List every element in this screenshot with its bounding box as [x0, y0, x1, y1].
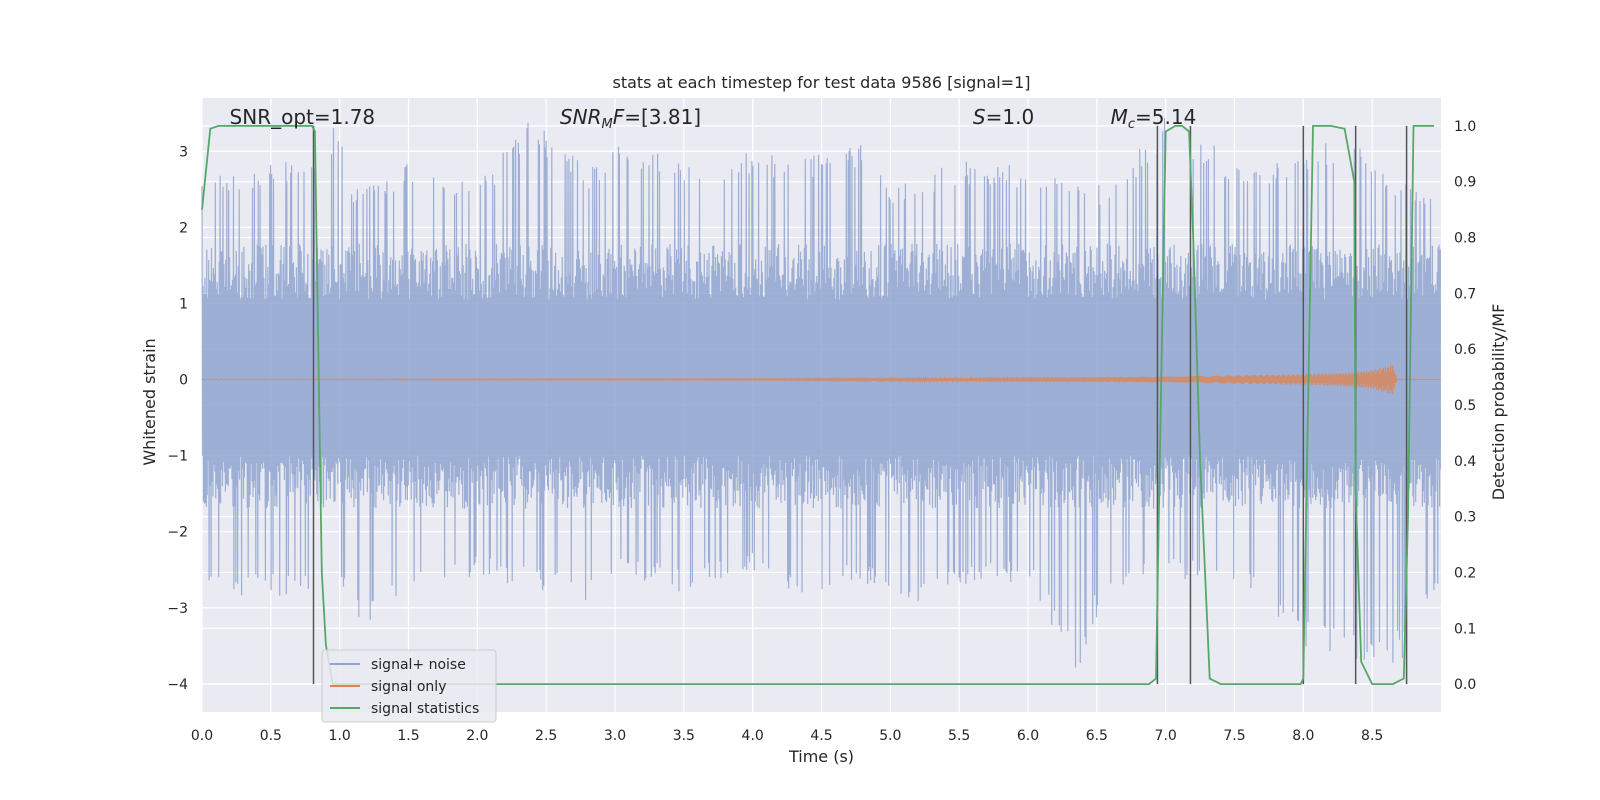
chart-title: stats at each timestep for test data 958… [612, 73, 1030, 92]
legend-box [321, 649, 497, 723]
x-tick-label: 1.5 [397, 728, 419, 744]
y-tick-label: −1 [167, 449, 188, 465]
y2-tick-label: 0.0 [1454, 677, 1476, 693]
legend-label: signal only [371, 679, 446, 695]
x-tick-label: 0.0 [191, 728, 213, 744]
x-tick-label: 6.5 [1086, 728, 1108, 744]
x-tick-label: 5.5 [948, 728, 970, 744]
x-tick-label: 5.0 [879, 728, 901, 744]
x-tick-label: 6.0 [1017, 728, 1039, 744]
y-tick-label: 3 [179, 144, 188, 160]
x-tick-label: 4.5 [810, 728, 832, 744]
y2-tick-label: 1.0 [1454, 119, 1476, 135]
y-tick-label: 1 [179, 296, 188, 312]
y2-tick-label: 0.7 [1454, 286, 1476, 302]
x-axis-label: Time (s) [788, 747, 854, 766]
y-tick-label: 0 [179, 373, 188, 389]
y2-tick-label: 0.1 [1454, 621, 1476, 637]
y2-tick-label: 0.6 [1454, 342, 1476, 358]
x-tick-label: 1.0 [329, 728, 351, 744]
x-tick-label: 7.5 [1223, 728, 1245, 744]
x-tick-label: 7.0 [1155, 728, 1177, 744]
annotation-text: SNRMF=[3.81] [560, 105, 701, 132]
x-tick-label: 2.5 [535, 728, 557, 744]
y-axis-label: Whitened strain [140, 338, 159, 465]
annotation-text: S=1.0 [973, 105, 1034, 129]
y2-tick-label: 0.3 [1454, 510, 1476, 526]
x-tick-label: 2.0 [466, 728, 488, 744]
series-signal-noise-line [201, 118, 1441, 668]
x-tick-label: 4.0 [742, 728, 764, 744]
x-tick-label: 0.5 [260, 728, 282, 744]
x-tick-label: 3.5 [673, 728, 695, 744]
y2-tick-label: 0.5 [1454, 398, 1476, 414]
y-tick-label: −3 [167, 601, 188, 617]
y-tick-label: −2 [167, 525, 188, 541]
y2-tick-label: 0.4 [1454, 454, 1476, 470]
series-signal-statistics-line [201, 125, 1435, 685]
y2-tick-label: 0.8 [1454, 231, 1476, 247]
annotation-text: Mc=5.14 [1111, 105, 1197, 132]
legend-label: signal statistics [371, 701, 479, 717]
x-tick-label: 8.5 [1361, 728, 1383, 744]
y2-tick-label: 0.2 [1454, 565, 1476, 581]
x-tick-label: 3.0 [604, 728, 626, 744]
y2-tick-label: 0.9 [1454, 175, 1476, 191]
y-tick-label: −4 [167, 677, 188, 693]
legend: signal+ noise signal only signal statistic… [321, 649, 497, 723]
y2-axis-label: Detection probability/MF [1489, 304, 1508, 501]
y-tick-label: 2 [179, 220, 188, 236]
annotation-text: SNR_opt=1.78 [230, 105, 376, 129]
x-tick-label: 8.0 [1292, 728, 1314, 744]
legend-label: signal+ noise [371, 657, 466, 673]
